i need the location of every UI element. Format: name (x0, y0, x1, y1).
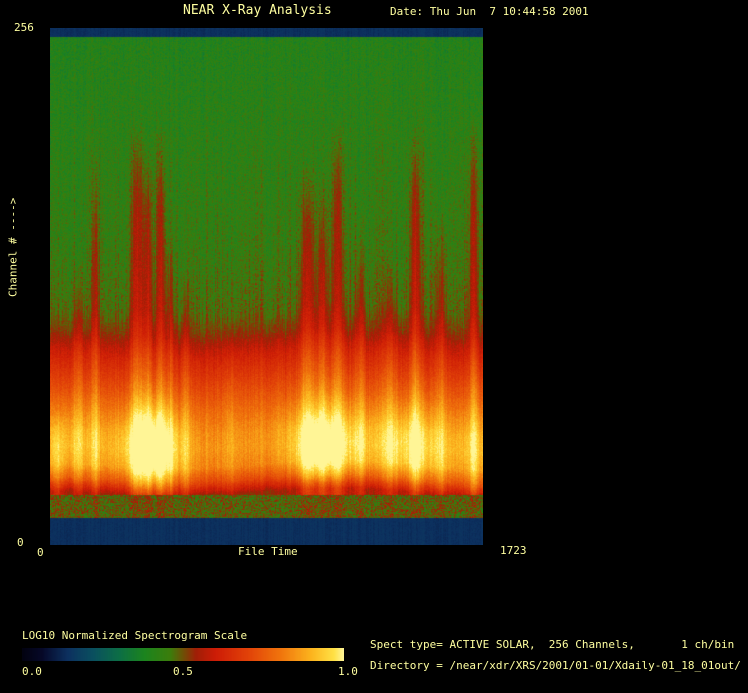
colorbar-tick-max: 1.0 (338, 665, 358, 678)
spect-type-info: Spect type= ACTIVE SOLAR, 256 Channels, … (370, 638, 735, 651)
x-axis-min-label: 0 (37, 546, 44, 559)
x-axis-title: File Time (238, 545, 298, 558)
colorbar-title: LOG10 Normalized Spectrogram Scale (22, 629, 248, 642)
colorbar (22, 648, 344, 661)
colorbar-tick-min: 0.0 (22, 665, 42, 678)
colorbar-tick-mid: 0.5 (173, 665, 193, 678)
y-axis-min-label: 0 (17, 536, 24, 549)
plot-title: NEAR X-Ray Analysis (183, 3, 332, 18)
x-axis-max-label: 1723 (500, 544, 527, 557)
y-axis-max-label: 256 (14, 21, 34, 34)
directory-info: Directory = /near/xdr/XRS/2001/01-01/Xda… (370, 659, 741, 672)
y-axis-title: Channel # ----> (6, 197, 20, 297)
spectrogram-image (50, 28, 483, 545)
plot-date: Date: Thu Jun 7 10:44:58 2001 (390, 5, 589, 18)
